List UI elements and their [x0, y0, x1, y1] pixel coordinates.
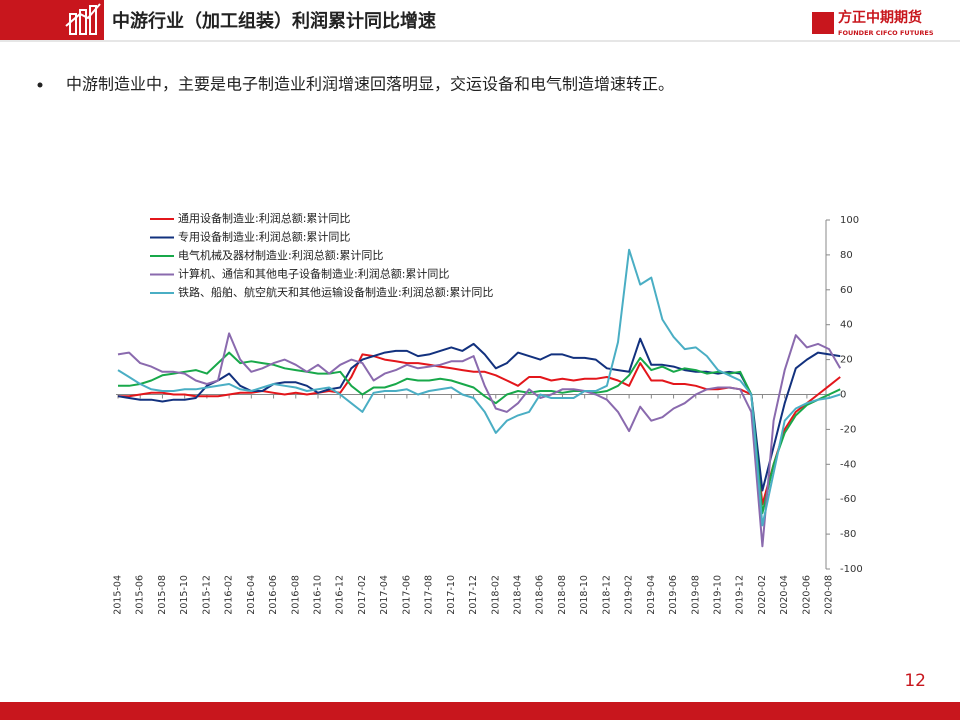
y-tick-label: 40 — [840, 320, 853, 331]
x-tick-label: 2015-10 — [179, 575, 190, 615]
x-tick-label: 2018-12 — [601, 575, 612, 615]
y-tick-label: 60 — [840, 285, 853, 296]
series-line — [117, 248, 841, 527]
x-tick-label: 2016-04 — [246, 575, 257, 615]
y-tick-label: -80 — [840, 529, 856, 540]
slide-title: 中游行业（加工组装）利润累计同比增速 — [112, 10, 436, 32]
header-icon — [65, 3, 101, 35]
series-line — [117, 332, 842, 548]
y-tick-label: 80 — [840, 250, 853, 261]
legend-label: 通用设备制造业:利润总额:累计同比 — [178, 211, 350, 225]
x-tick-label: 2017-02 — [357, 575, 368, 615]
chart: -100 -80 -60 -40 -20 0 20 40 60 80 100 2015-04 2015-… — [113, 211, 863, 615]
page-number: 12 — [904, 671, 926, 691]
y-tick-label: 0 — [840, 390, 846, 401]
x-tick-label: 2019-04 — [646, 575, 657, 615]
x-tick-label: 2020-08 — [824, 575, 835, 615]
x-tick-label: 2017-12 — [468, 575, 479, 615]
x-tick-label: 2017-04 — [379, 575, 390, 615]
y-tick-label: -20 — [840, 424, 856, 435]
x-tick-label: 2019-10 — [713, 575, 724, 615]
x-tick-label: 2020-04 — [779, 575, 790, 615]
series-line — [117, 337, 841, 492]
legend-label: 专用设备制造业:利润总额:累计同比 — [178, 230, 350, 244]
x-tick-label: 2018-06 — [535, 575, 546, 615]
x-tick-label: 2015-08 — [157, 575, 168, 615]
legend-label: 铁路、船舶、航空航天和其他运输设备制造业:利润总额:累计同比 — [178, 285, 493, 299]
x-tick-label: 2019-06 — [668, 575, 679, 615]
x-tick-label: 2015-06 — [135, 575, 146, 615]
legend-label: 电气机械及器材制造业:利润总额:累计同比 — [178, 248, 383, 262]
header-band — [0, 0, 104, 40]
x-tick-label: 2016-02 — [224, 575, 235, 615]
y-tick-label: -40 — [840, 459, 856, 470]
series-line — [118, 351, 841, 515]
x-tick-label: 2019-02 — [624, 575, 635, 615]
logo-icon — [812, 12, 834, 34]
x-tick-label: 2018-08 — [557, 575, 568, 615]
x-tick-label: 2020-06 — [801, 575, 812, 615]
x-tick-label: 2018-02 — [490, 575, 501, 615]
y-tick-label: 100 — [840, 215, 859, 226]
logo-en: FOUNDER CIFCO FUTURES — [838, 29, 934, 37]
x-tick-label: 2020-02 — [757, 575, 768, 615]
footer-band — [0, 702, 960, 720]
bullet-text: 中游制造业中，主要是电子制造业利润增速回落明显，交运设备和电气制造增速转正。 — [66, 75, 674, 94]
x-tick-label: 2016-06 — [268, 575, 279, 615]
y-tick-label: 20 — [840, 355, 853, 366]
x-tick-label: 2016-12 — [335, 575, 346, 615]
x-tick-label: 2018-10 — [579, 575, 590, 615]
x-tick-label: 2019-08 — [690, 575, 701, 615]
bullet-dot — [37, 82, 43, 88]
logo-name: 方正中期期货 — [838, 9, 922, 26]
x-tick-label: 2017-10 — [446, 575, 457, 615]
x-tick-label: 2018-04 — [513, 575, 524, 615]
x-tick-label: 2017-06 — [401, 575, 412, 615]
x-tick-label: 2016-08 — [290, 575, 301, 615]
x-tick-label: 2015-04 — [113, 575, 124, 615]
x-tick-label: 2017-08 — [424, 575, 435, 615]
y-tick-label: -60 — [840, 494, 856, 505]
x-tick-label: 2015-12 — [201, 575, 212, 615]
y-tick-label: -100 — [840, 564, 863, 575]
legend-label: 计算机、通信和其他电子设备制造业:利润总额:累计同比 — [178, 267, 449, 281]
x-tick-label: 2016-10 — [313, 575, 324, 615]
x-tick-label: 2019-12 — [735, 575, 746, 615]
